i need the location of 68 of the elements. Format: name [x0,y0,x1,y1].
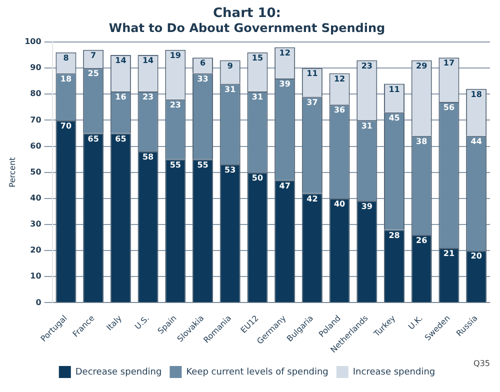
legend-label: Increase spending [352,367,436,378]
chart-subtitle: What to Do About Government Spending [108,20,386,35]
data-label: 37 [306,98,318,107]
data-label: 18 [60,74,72,84]
data-label: 31 [224,84,236,94]
data-label: 12 [334,74,346,84]
y-tick-label: 100 [24,37,42,46]
y-tick-label: 90 [30,63,42,72]
data-label: 21 [443,249,455,258]
y-tick-label: 70 [30,115,42,124]
data-label: 40 [334,200,346,209]
data-label: 65 [88,134,100,144]
y-tick-label: 30 [30,220,42,229]
data-label: 31 [252,92,264,102]
data-label: 65 [115,134,127,144]
data-label: 33 [197,74,208,84]
data-label: 25 [88,69,100,78]
data-label: 56 [443,103,455,112]
data-label: 55 [197,160,209,170]
data-label: 44 [470,136,482,146]
data-label: 47 [279,181,290,190]
data-label: 8 [63,54,70,63]
data-label: 53 [224,166,236,175]
y-tick-label: 40 [30,194,42,203]
data-label: 28 [388,230,400,240]
data-label: 12 [279,48,290,58]
data-label: 17 [443,58,455,68]
data-label: 39 [361,202,373,212]
data-label: 70 [60,121,72,130]
y-tick-label: 50 [30,167,42,176]
data-label: 29 [416,61,428,70]
y-tick-label: 10 [30,272,42,281]
legend-label: Decrease spending [75,367,162,378]
data-label: 11 [306,69,318,78]
chart-title: Chart 10: [212,6,282,22]
data-label: 36 [334,106,346,115]
data-label: 26 [416,236,428,246]
data-label: 6 [200,58,206,68]
data-label: 42 [306,194,318,204]
data-label: 9 [227,61,234,70]
x-tick-label: U.S. [133,314,151,332]
data-label: 50 [252,173,264,182]
data-label: 7 [90,50,96,60]
data-label: 45 [388,113,400,122]
y-tick-label: 60 [30,141,42,150]
y-tick-label: 0 [36,298,42,307]
data-label: 38 [416,136,428,146]
data-label: 55 [170,160,182,170]
data-label: 20 [470,252,482,261]
data-label: 16 [115,92,127,102]
data-label: 23 [142,92,154,102]
data-label: 15 [252,54,264,63]
text: Q35 [474,359,490,368]
y-axis-title: Percent [8,157,17,188]
y-tick-label: 20 [30,246,42,255]
data-label: 14 [115,56,127,66]
legend-label: Keep current levels of spending [186,367,328,378]
data-label: 19 [170,50,182,60]
data-label: 18 [470,90,482,100]
data-label: 23 [361,61,372,70]
data-label: 39 [279,80,291,89]
data-label: 11 [388,84,400,94]
data-label: 58 [142,152,154,162]
y-tick-label: 80 [30,89,42,98]
data-label: 14 [142,56,154,66]
data-label: 23 [170,100,181,110]
data-label: 31 [361,121,373,130]
x-tick-label: U.K. [406,314,424,332]
